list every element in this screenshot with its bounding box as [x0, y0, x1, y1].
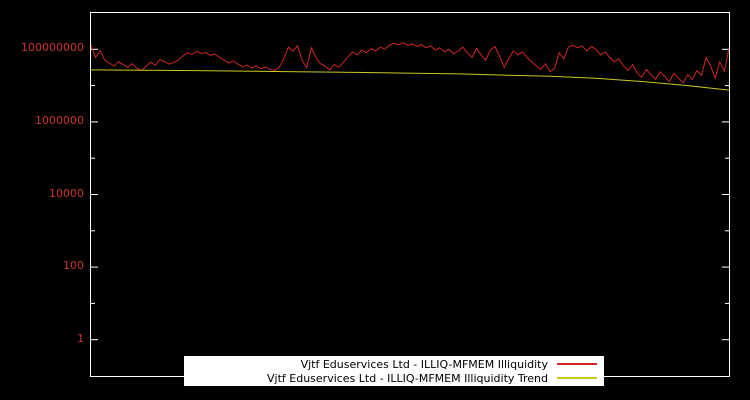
plot-area: Vjtf Eduservices Ltd - ILLIQ-MFMEM Illiq…: [90, 12, 730, 386]
axis-ticks: [91, 48, 729, 341]
legend-line-sample-illiquidity: [557, 363, 597, 365]
illiquidity-trend-line: [91, 69, 729, 91]
legend-line-sample-trend: [557, 377, 597, 379]
y-axis-tick-label: 100: [63, 259, 84, 273]
y-axis-tick-label: 100000000: [21, 41, 84, 55]
legend: Vjtf Eduservices Ltd - ILLIQ-MFMEM Illiq…: [184, 356, 604, 386]
y-axis-tick-label: 1000000: [35, 113, 84, 127]
legend-label-illiquidity: Vjtf Eduservices Ltd - ILLIQ-MFMEM Illiq…: [300, 357, 548, 371]
legend-row: Vjtf Eduservices Ltd - ILLIQ-MFMEM Illiq…: [184, 371, 604, 385]
legend-label-trend: Vjtf Eduservices Ltd - ILLIQ-MFMEM Illiq…: [267, 371, 548, 385]
illiquidity-line: [91, 42, 729, 84]
plot-svg: [91, 42, 729, 341]
legend-row: Vjtf Eduservices Ltd - ILLIQ-MFMEM Illiq…: [184, 357, 604, 371]
y-axis-tick-label: 10000: [49, 186, 84, 200]
y-axis-tick-label: 1: [77, 331, 84, 345]
